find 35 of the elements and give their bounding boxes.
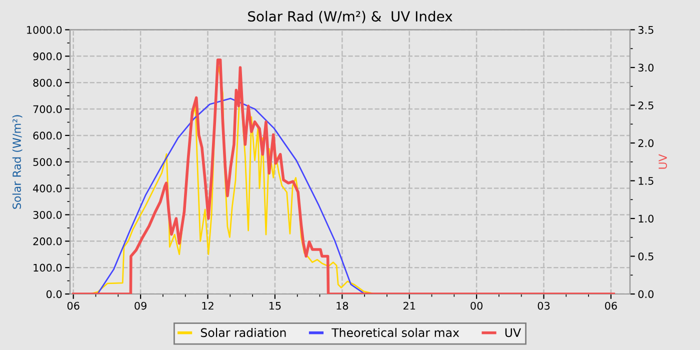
legend-label: UV <box>505 328 521 338</box>
legend-label: Solar radiation <box>200 328 286 338</box>
y-tick-label: 500.0 <box>33 158 62 166</box>
x-tick-label: 21 <box>403 302 416 310</box>
y-axis-title: Solar Rad (W/m²) <box>12 115 22 209</box>
x-tick-label: 06 <box>67 302 80 310</box>
x-tick-label: 03 <box>538 302 550 310</box>
y2-tick-label: 0.5 <box>638 252 654 260</box>
y-tick-label: 100.0 <box>34 264 62 272</box>
y2-tick-label: 3.0 <box>638 64 654 72</box>
chart-title: Solar Rad (W/m²) & UV Index <box>248 10 452 24</box>
y-tick-label: 0.0 <box>46 290 62 298</box>
x-tick-label: 06 <box>605 302 617 310</box>
x-tick-label: 09 <box>134 302 146 310</box>
y-tick-label: 300.0 <box>33 210 62 219</box>
x-tick-label: 12 <box>202 302 214 310</box>
y-tick-label: 1000.0 <box>27 26 62 34</box>
x-tick-label: 00 <box>470 302 482 310</box>
y2-axis-title: UV <box>658 154 667 169</box>
y2-tick-label: 1.5 <box>638 177 654 185</box>
y2-tick-label: 2.5 <box>638 101 654 110</box>
y2-tick-label: 3.5 <box>638 26 654 34</box>
line-series <box>72 58 616 294</box>
y2-tick-label: 0.0 <box>638 290 654 298</box>
y2-tick-label: 2.0 <box>638 139 654 148</box>
y-tick-label: 700.0 <box>33 105 62 114</box>
y-tick-label: 800.0 <box>33 78 62 87</box>
y2-tick-label: 1.0 <box>638 214 654 223</box>
y-tick-label: 200.0 <box>33 237 62 246</box>
y-tick-label: 600.0 <box>33 132 62 140</box>
x-tick-label: 15 <box>269 302 281 310</box>
legend-label: Theoretical solar max <box>332 328 460 338</box>
y-tick-label: 900.0 <box>33 52 62 60</box>
x-tick-label: 18 <box>336 302 348 310</box>
y-tick-label: 400.0 <box>33 184 62 192</box>
